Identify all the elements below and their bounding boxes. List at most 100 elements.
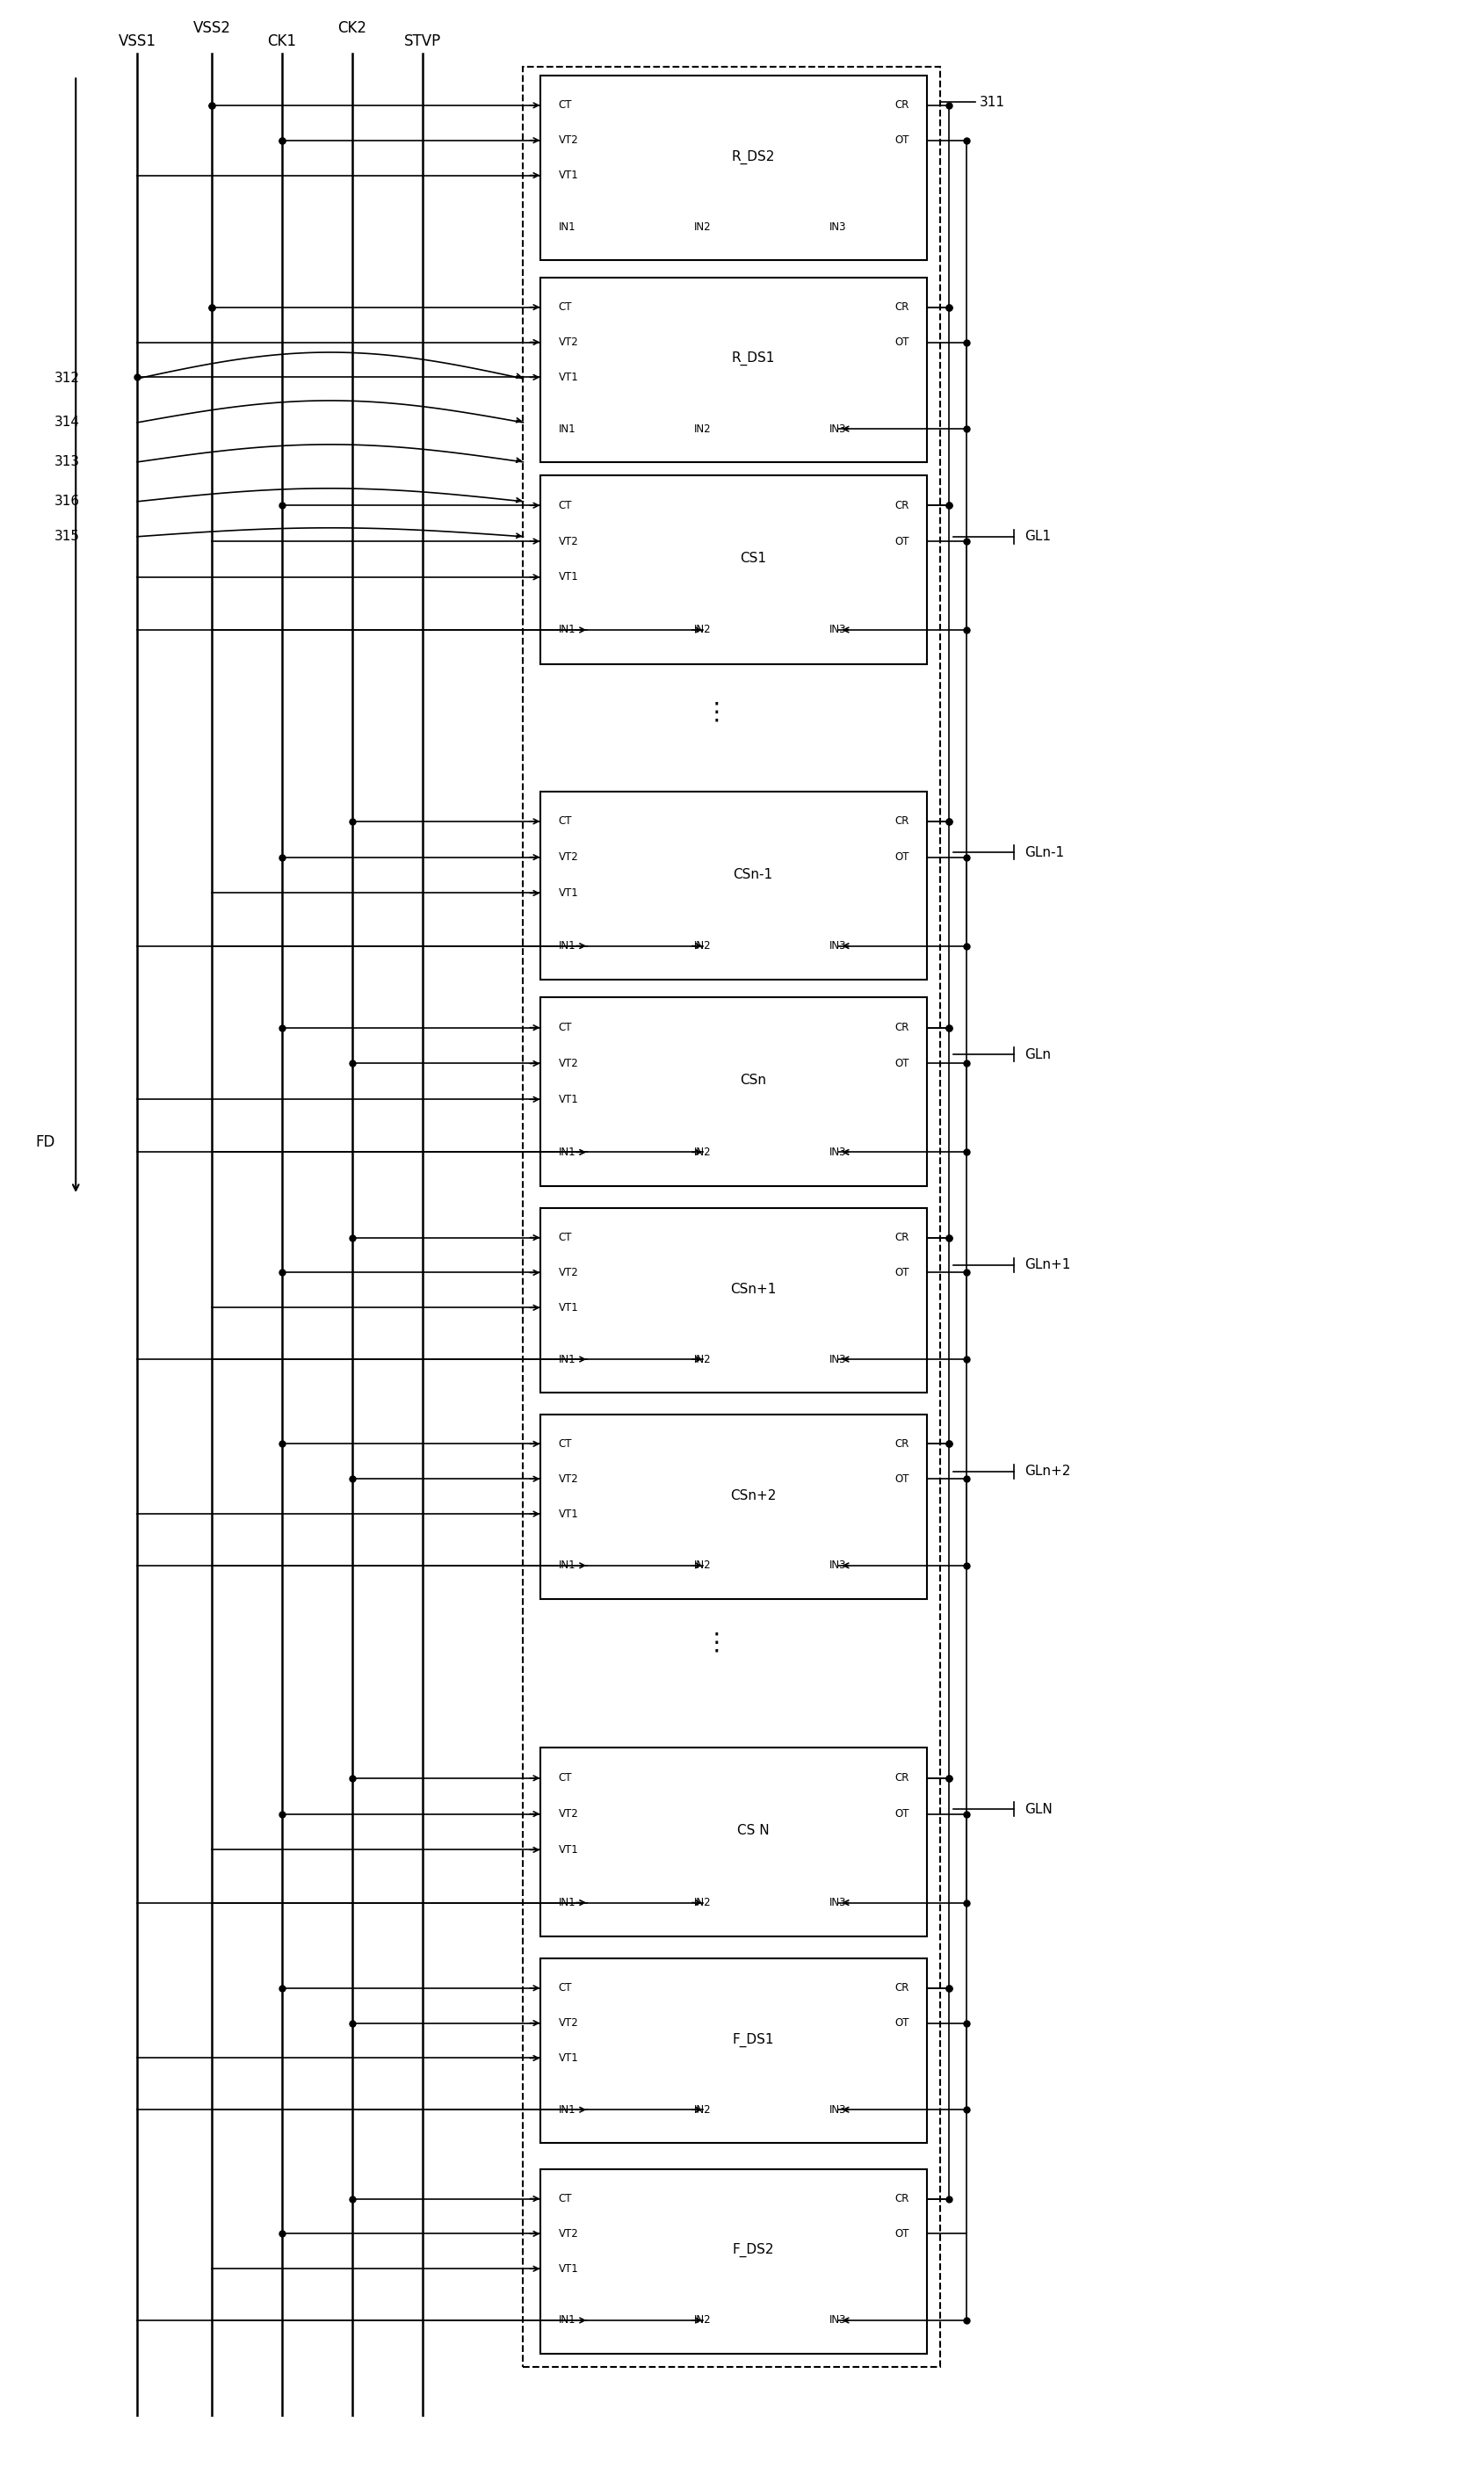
Text: 316: 316	[55, 495, 80, 507]
Text: CR: CR	[893, 1772, 908, 1784]
Text: 312: 312	[55, 371, 80, 386]
Text: FD: FD	[36, 1134, 55, 1151]
Text: CT: CT	[558, 2193, 571, 2205]
Text: VT2: VT2	[558, 134, 579, 146]
Text: OT: OT	[893, 2228, 908, 2240]
Text: CR: CR	[893, 302, 908, 312]
Text: STVP: STVP	[404, 35, 441, 50]
Text: VT1: VT1	[558, 2052, 579, 2064]
Text: OT: OT	[893, 337, 908, 349]
Text: GLn: GLn	[1024, 1047, 1051, 1062]
Text: IN3: IN3	[830, 1146, 846, 1158]
Text: CR: CR	[893, 500, 908, 512]
Text: CR: CR	[893, 1982, 908, 1995]
Bar	[540, 277, 926, 463]
Text: IN3: IN3	[830, 1896, 846, 1908]
Text: IN2: IN2	[693, 624, 711, 636]
Bar	[540, 792, 926, 980]
Text: VSS2: VSS2	[193, 20, 230, 37]
Text: IN1: IN1	[558, 2314, 576, 2326]
Text: CT: CT	[558, 1438, 571, 1450]
Bar	[540, 1413, 926, 1599]
Text: ⋮: ⋮	[703, 1631, 727, 1656]
Text: IN1: IN1	[558, 1354, 576, 1364]
Text: VT2: VT2	[558, 337, 579, 349]
Text: IN3: IN3	[830, 2314, 846, 2326]
Text: VT2: VT2	[558, 1809, 579, 1819]
Text: VT1: VT1	[558, 171, 579, 181]
Text: 315: 315	[55, 530, 80, 542]
Text: CS N: CS N	[736, 1824, 769, 1836]
Text: OT: OT	[893, 2017, 908, 2030]
Text: IN1: IN1	[558, 423, 576, 436]
Bar	[540, 77, 926, 260]
Text: VT1: VT1	[558, 1844, 579, 1856]
Text: CT: CT	[558, 817, 571, 827]
Text: OT: OT	[893, 1809, 908, 1819]
Text: VT2: VT2	[558, 1057, 579, 1069]
Bar	[540, 475, 926, 663]
Text: CR: CR	[893, 99, 908, 111]
Text: VT2: VT2	[558, 1267, 579, 1277]
Text: CS1: CS1	[739, 552, 766, 564]
Text: CT: CT	[558, 1982, 571, 1995]
Text: GLn+1: GLn+1	[1024, 1260, 1070, 1272]
Text: VT2: VT2	[558, 2228, 579, 2240]
Text: CSn+2: CSn+2	[730, 1490, 776, 1502]
Text: IN1: IN1	[558, 1896, 576, 1908]
Text: CR: CR	[893, 2193, 908, 2205]
Text: VT1: VT1	[558, 1302, 579, 1314]
Text: IN3: IN3	[830, 1354, 846, 1364]
Text: F_DS1: F_DS1	[732, 2032, 773, 2047]
Text: 313: 313	[55, 455, 80, 468]
Text: IN2: IN2	[693, 423, 711, 436]
Text: CR: CR	[893, 1233, 908, 1242]
Text: VT2: VT2	[558, 535, 579, 547]
Text: VT2: VT2	[558, 1473, 579, 1485]
Text: GL1: GL1	[1024, 530, 1051, 542]
Text: IN3: IN3	[830, 423, 846, 436]
Text: IN3: IN3	[830, 624, 846, 636]
Text: R_DS1: R_DS1	[730, 351, 775, 366]
Text: CK1: CK1	[267, 35, 297, 50]
Bar	[540, 2168, 926, 2354]
Text: OT: OT	[893, 1267, 908, 1277]
Text: CT: CT	[558, 1233, 571, 1242]
Text: VSS1: VSS1	[119, 35, 156, 50]
Text: IN1: IN1	[558, 940, 576, 950]
Text: CT: CT	[558, 99, 571, 111]
Text: IN2: IN2	[693, 2104, 711, 2116]
Text: OT: OT	[893, 1057, 908, 1069]
Text: OT: OT	[893, 851, 908, 864]
Text: VT1: VT1	[558, 889, 579, 898]
Text: GLn+2: GLn+2	[1024, 1465, 1070, 1478]
Text: IN3: IN3	[830, 2104, 846, 2116]
Text: IN1: IN1	[558, 1559, 576, 1572]
Text: OT: OT	[893, 1473, 908, 1485]
Text: VT1: VT1	[558, 1094, 579, 1104]
Text: IN2: IN2	[693, 940, 711, 950]
Text: CSn: CSn	[739, 1074, 766, 1087]
Text: IN1: IN1	[558, 1146, 576, 1158]
Text: IN1: IN1	[558, 624, 576, 636]
Text: VT1: VT1	[558, 2262, 579, 2275]
Bar	[540, 997, 926, 1186]
Text: VT1: VT1	[558, 572, 579, 582]
Text: OT: OT	[893, 535, 908, 547]
Text: OT: OT	[893, 134, 908, 146]
Text: IN3: IN3	[830, 1559, 846, 1572]
Text: CT: CT	[558, 1772, 571, 1784]
Bar	[540, 1208, 926, 1393]
Text: ⋮: ⋮	[703, 700, 727, 725]
Text: CR: CR	[893, 1022, 908, 1035]
Text: CT: CT	[558, 302, 571, 312]
Bar	[540, 1958, 926, 2143]
Text: IN3: IN3	[830, 220, 846, 233]
Text: GLN: GLN	[1024, 1802, 1052, 1817]
Text: CT: CT	[558, 1022, 571, 1035]
Text: VT2: VT2	[558, 851, 579, 864]
Text: GLn-1: GLn-1	[1024, 846, 1064, 859]
Text: VT1: VT1	[558, 1507, 579, 1520]
Text: IN2: IN2	[693, 1354, 711, 1364]
Text: IN2: IN2	[693, 220, 711, 233]
